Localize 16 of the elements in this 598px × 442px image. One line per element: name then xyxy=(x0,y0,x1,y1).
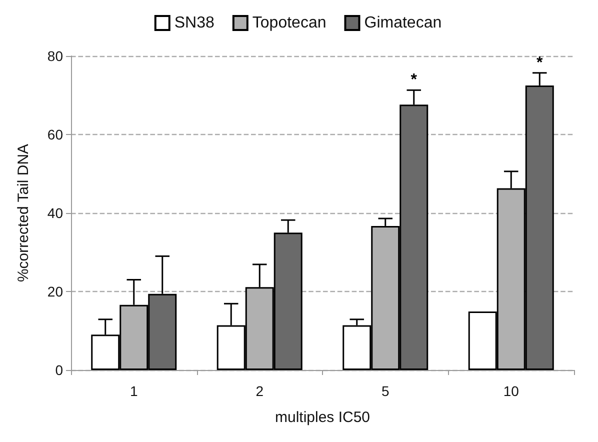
x-tick-label: 10 xyxy=(503,383,520,399)
y-tick-label: 60 xyxy=(47,126,64,142)
legend-label: Topotecan xyxy=(252,14,326,32)
x-tick-label: 1 xyxy=(130,383,138,399)
x-axis-title: multiples IC50 xyxy=(274,409,370,426)
y-tick-label: 80 xyxy=(47,48,64,64)
y-axis-title: %corrected Tail DNA xyxy=(15,144,32,282)
annotation: * xyxy=(410,72,418,89)
legend-label: Gimatecan xyxy=(364,14,442,32)
legend-label: SN38 xyxy=(174,14,215,32)
y-tick-label: 0 xyxy=(55,362,64,378)
x-tick-label: 5 xyxy=(381,383,390,399)
y-tick-label: 20 xyxy=(47,284,64,300)
annotation: * xyxy=(536,54,544,72)
x-tick-label: 2 xyxy=(256,383,264,399)
y-tick-label: 40 xyxy=(47,205,64,221)
